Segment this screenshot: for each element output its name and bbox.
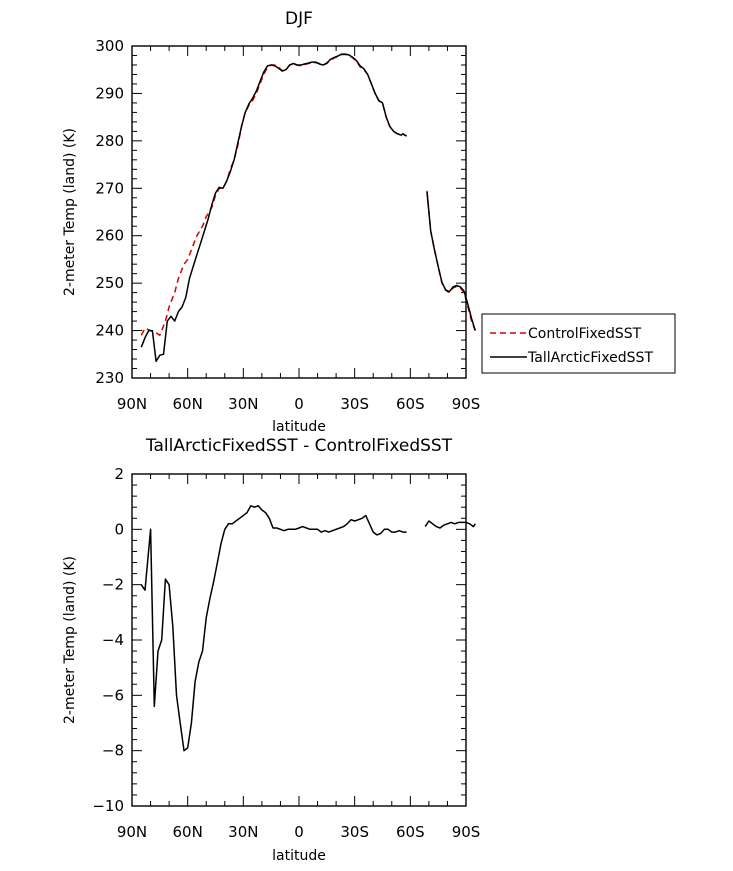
top-series-lines: [140, 53, 477, 363]
bottom-x-tick-label: 0: [294, 823, 304, 841]
top-plot-frame: [131, 45, 467, 379]
bottom-y-tick-label: −2: [102, 576, 124, 594]
top-y-tick-label: 290: [95, 84, 124, 102]
top-x-tick-label: 90N: [117, 395, 147, 413]
top-y-tick-label: 240: [95, 322, 124, 340]
top-y-tick-label: 250: [95, 274, 124, 292]
top-series-line-controlfixedsst: [426, 190, 476, 331]
bottom-x-tick-label: 90S: [452, 823, 481, 841]
top-x-tick-label: 60S: [396, 395, 425, 413]
top-x-tick-label: 30S: [340, 395, 369, 413]
bottom-y-axis-label: 2-meter Temp (land) (K): [62, 556, 78, 724]
bottom-y-tick-label: −10: [92, 797, 124, 815]
bottom-x-tick-label: 30N: [228, 823, 258, 841]
top-y-tick-label: 230: [95, 369, 124, 387]
top-x-tick-label: 0: [294, 395, 304, 413]
top-y-tick-label: 300: [95, 37, 124, 55]
bottom-y-tick-label: 2: [114, 465, 124, 483]
bottom-y-tick-label: 0: [114, 520, 124, 538]
top-y-tick-label: 260: [95, 227, 124, 245]
bottom-y-tick-label: −4: [102, 631, 124, 649]
bottom-x-tick-labels: 90N 60N 30N 0 30S 60S 90S: [117, 823, 480, 841]
bottom-x-tick-label: 60N: [173, 823, 203, 841]
legend-entry-tallarctic: TallArcticFixedSST: [527, 350, 653, 366]
top-y-tick-label: 270: [95, 179, 124, 197]
bottom-series-lines: [140, 505, 476, 752]
bottom-y-tick-label: −8: [102, 742, 124, 760]
panel-top-temperature: DJF 230 240 250 260 270 280 290 300 90N 60N 30N 0 3…: [62, 9, 676, 435]
bottom-x-tick-label: 30S: [340, 823, 369, 841]
bottom-x-tick-label: 90N: [117, 823, 147, 841]
top-y-tick-labels: 230 240 250 260 270 280 290 300: [95, 37, 124, 387]
top-x-tick-labels: 90N 60N 30N 0 30S 60S 90S: [117, 395, 480, 413]
bottom-series-line-difference: [140, 505, 407, 752]
bottom-series-line-difference: [424, 520, 476, 529]
top-ticks: [131, 45, 467, 379]
bottom-x-axis-label: latitude: [272, 848, 326, 864]
top-series-line-tallarcticfixedsst: [426, 192, 477, 331]
panel-bottom-difference: TallArcticFixedSST - ControlFixedSST −10…: [62, 436, 480, 864]
top-x-axis-label: latitude: [272, 419, 326, 435]
legend-box: [481, 313, 676, 374]
legend: ControlFixedSST TallArcticFixedSST: [481, 313, 676, 374]
top-series-line-controlfixedsst: [140, 53, 407, 337]
bottom-y-tick-labels: −10 −8 −6 −4 −2 0 2: [92, 465, 124, 815]
top-x-tick-label: 30N: [228, 395, 258, 413]
top-chart-title: DJF: [285, 9, 313, 29]
bottom-x-tick-label: 60S: [396, 823, 425, 841]
bottom-chart-title: TallArcticFixedSST - ControlFixedSST: [145, 436, 453, 456]
top-series-line-tallarcticfixedsst: [140, 53, 408, 363]
bottom-plot-frame: [131, 473, 467, 807]
top-y-tick-label: 280: [95, 132, 124, 150]
bottom-ticks: [131, 473, 467, 807]
top-y-axis-label: 2-meter Temp (land) (K): [62, 128, 78, 296]
top-x-tick-label: 90S: [452, 395, 481, 413]
bottom-y-tick-label: −6: [102, 686, 124, 704]
top-x-tick-label: 60N: [173, 395, 203, 413]
legend-entry-control: ControlFixedSST: [528, 326, 642, 342]
